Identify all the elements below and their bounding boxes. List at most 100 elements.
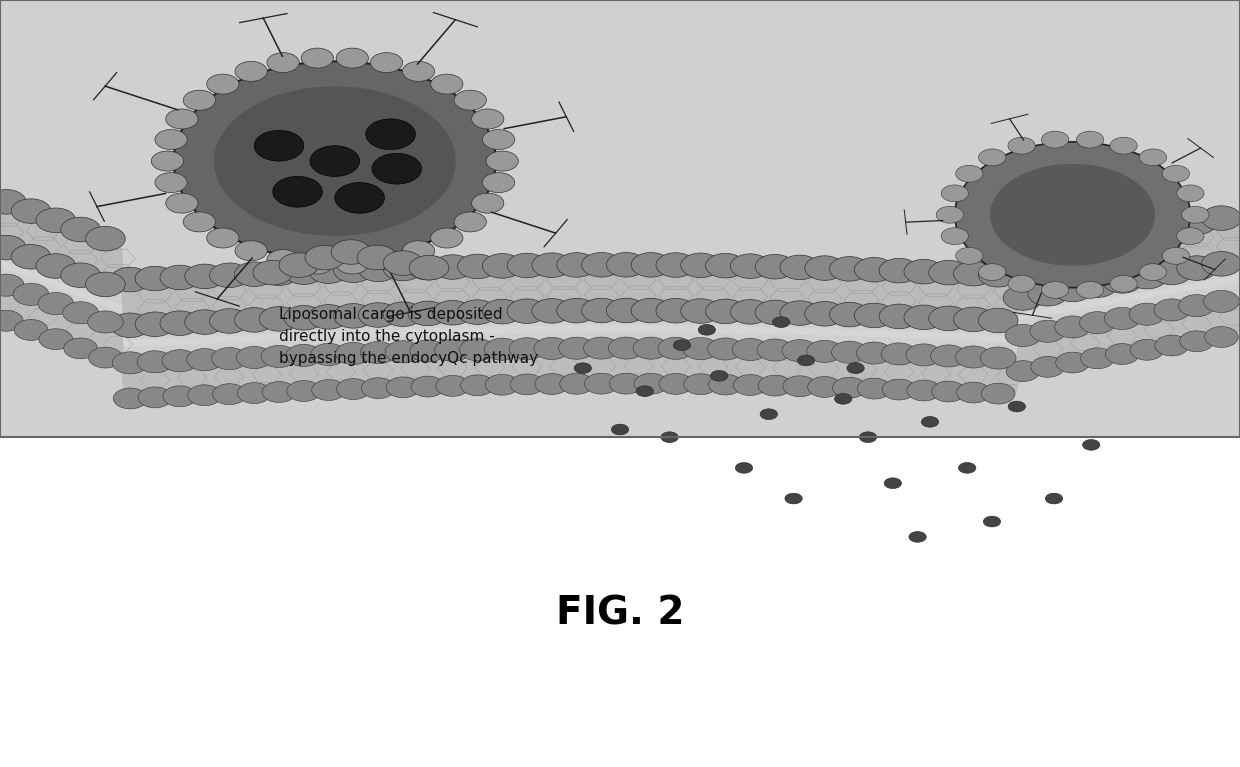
Circle shape [859, 432, 877, 443]
Circle shape [758, 375, 792, 396]
Circle shape [234, 308, 274, 332]
Circle shape [454, 212, 486, 232]
Circle shape [1076, 281, 1104, 298]
Circle shape [38, 292, 73, 314]
Circle shape [86, 272, 125, 297]
Circle shape [929, 306, 968, 331]
Circle shape [1008, 137, 1035, 154]
Circle shape [267, 249, 299, 269]
Circle shape [471, 109, 503, 129]
Circle shape [336, 48, 368, 68]
Circle shape [215, 86, 456, 236]
Circle shape [113, 388, 148, 409]
Circle shape [1162, 248, 1189, 265]
Circle shape [857, 342, 892, 364]
Circle shape [305, 245, 345, 270]
Circle shape [507, 299, 547, 324]
Circle shape [929, 260, 968, 285]
Circle shape [11, 199, 51, 223]
Circle shape [609, 337, 644, 359]
Circle shape [358, 257, 398, 281]
Circle shape [661, 432, 678, 443]
Circle shape [1078, 227, 1117, 252]
Circle shape [706, 299, 745, 324]
Circle shape [410, 376, 445, 397]
Circle shape [510, 374, 544, 395]
Circle shape [906, 380, 941, 401]
Circle shape [532, 298, 572, 323]
Circle shape [830, 257, 869, 281]
Circle shape [309, 258, 348, 283]
Circle shape [956, 248, 983, 265]
Circle shape [931, 345, 966, 367]
Text: FIG. 2: FIG. 2 [556, 594, 684, 633]
Circle shape [485, 338, 520, 360]
Circle shape [954, 262, 993, 286]
Circle shape [557, 298, 596, 323]
Circle shape [1030, 357, 1065, 377]
Circle shape [847, 363, 864, 374]
Circle shape [832, 377, 867, 398]
Circle shape [755, 300, 795, 324]
Circle shape [1177, 256, 1216, 281]
Circle shape [1006, 360, 1040, 381]
Circle shape [1053, 232, 1092, 256]
Circle shape [38, 329, 73, 350]
Circle shape [936, 206, 963, 223]
Circle shape [959, 463, 976, 473]
Circle shape [253, 260, 293, 285]
Circle shape [1008, 401, 1025, 412]
Circle shape [110, 267, 150, 291]
Circle shape [510, 337, 544, 360]
Circle shape [1028, 281, 1068, 306]
Circle shape [1130, 339, 1164, 360]
Circle shape [582, 298, 621, 323]
Circle shape [981, 347, 1016, 369]
Circle shape [301, 48, 334, 68]
Circle shape [1055, 352, 1090, 373]
Circle shape [990, 164, 1156, 266]
Circle shape [151, 151, 184, 171]
Circle shape [609, 374, 644, 394]
Circle shape [1055, 316, 1090, 338]
Circle shape [187, 349, 222, 370]
Circle shape [658, 374, 693, 394]
Circle shape [336, 254, 368, 274]
Circle shape [1028, 235, 1068, 260]
Circle shape [61, 217, 100, 242]
Circle shape [1078, 273, 1117, 298]
Circle shape [402, 241, 434, 261]
Circle shape [113, 352, 148, 374]
Circle shape [882, 343, 916, 365]
Circle shape [371, 53, 403, 73]
Circle shape [138, 351, 172, 373]
Circle shape [262, 345, 296, 367]
Circle shape [301, 254, 334, 274]
Circle shape [162, 386, 197, 407]
Circle shape [681, 253, 720, 278]
Circle shape [435, 339, 470, 361]
Circle shape [237, 383, 272, 403]
Circle shape [656, 253, 696, 278]
Circle shape [854, 258, 894, 282]
Circle shape [358, 303, 398, 328]
Circle shape [711, 370, 728, 381]
Circle shape [86, 226, 125, 251]
Circle shape [458, 254, 497, 278]
Circle shape [63, 338, 98, 359]
Circle shape [383, 302, 423, 327]
Circle shape [383, 256, 423, 281]
Circle shape [234, 241, 267, 261]
Circle shape [780, 301, 820, 325]
Circle shape [906, 344, 941, 366]
Circle shape [135, 312, 175, 337]
Circle shape [210, 263, 249, 288]
Circle shape [1003, 240, 1043, 265]
Circle shape [1127, 265, 1167, 289]
Circle shape [259, 261, 299, 285]
Circle shape [1177, 185, 1204, 202]
Circle shape [335, 183, 384, 213]
Circle shape [336, 342, 371, 364]
Circle shape [1076, 131, 1104, 148]
Circle shape [135, 266, 175, 291]
